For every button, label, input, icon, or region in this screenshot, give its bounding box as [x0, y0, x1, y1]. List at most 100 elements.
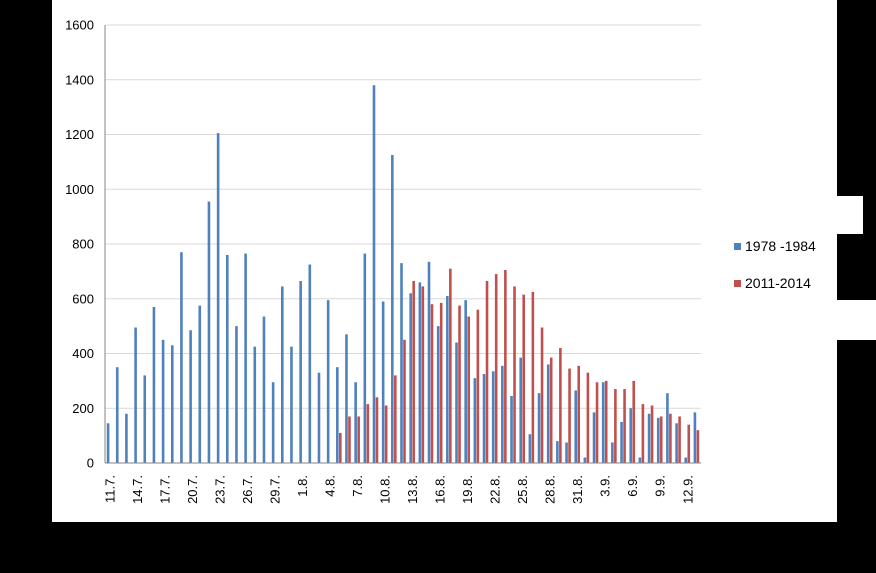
bar-series1 — [546, 364, 550, 463]
bar-series1 — [235, 326, 238, 464]
y-tick-label: 0 — [87, 456, 94, 471]
bar-series1 — [464, 300, 467, 463]
bar-series1 — [317, 372, 321, 463]
bar-series1 — [308, 264, 312, 463]
x-tick-label: 9.9. — [653, 475, 668, 497]
bar-series1 — [620, 421, 623, 463]
x-tick-label: 14.7. — [130, 475, 145, 504]
bar-series1 — [363, 253, 367, 463]
bar-series2 — [586, 372, 590, 463]
bar-series1 — [336, 367, 339, 463]
bar-series1 — [299, 280, 302, 463]
bar-series2 — [439, 302, 443, 463]
bar-series2 — [577, 365, 581, 463]
bar-series1 — [565, 442, 568, 463]
y-tick-label: 1400 — [65, 72, 94, 87]
x-tick-label: 22.8. — [488, 475, 503, 504]
y-tick-label: 400 — [72, 346, 94, 361]
bar-series2 — [687, 424, 691, 463]
x-tick-label: 3.9. — [598, 475, 613, 497]
x-tick-label: 6.9. — [625, 475, 640, 497]
bar-series1 — [290, 346, 293, 463]
bar-series1 — [693, 412, 697, 463]
x-tick-label: 4.8. — [323, 475, 338, 497]
bar-series1 — [647, 413, 651, 463]
bar-series2 — [430, 304, 434, 463]
x-tick-label: 29.7. — [268, 475, 283, 504]
bar-series1 — [244, 253, 247, 463]
bar-series2 — [458, 305, 461, 463]
bar-series1 — [354, 382, 357, 463]
bar-series2 — [513, 286, 516, 463]
bar-series2 — [403, 339, 406, 463]
bar-series1 — [170, 345, 174, 463]
y-tick-label: 1000 — [65, 182, 94, 197]
bar-series2 — [559, 348, 562, 463]
bar-series1 — [345, 334, 348, 463]
bar-series1 — [501, 365, 504, 463]
bar-series1 — [152, 306, 156, 463]
x-tick-label: 7.8. — [350, 475, 365, 497]
bar-series1 — [281, 286, 284, 463]
bar-series1 — [482, 374, 486, 463]
bar-series1 — [418, 282, 422, 463]
x-tick-label: 13.8. — [405, 475, 420, 504]
bar-series1 — [381, 301, 385, 463]
x-tick-label: 19.8. — [460, 475, 475, 504]
bar-series2 — [366, 404, 370, 463]
bar-series2 — [357, 416, 360, 463]
bar-series1 — [446, 296, 449, 463]
y-tick-label: 800 — [72, 237, 94, 252]
y-tick-label: 1200 — [65, 127, 94, 142]
bar-series1 — [326, 300, 330, 463]
legend-label: 1978 -1984 — [745, 238, 816, 254]
x-tick-label: 16.8. — [433, 475, 448, 504]
x-tick-label: 17.7. — [158, 475, 173, 504]
bar-series1 — [400, 263, 403, 463]
bar-series2 — [568, 368, 571, 463]
bar-series1 — [125, 413, 128, 463]
bar-series2 — [549, 357, 553, 463]
bar-series1 — [253, 346, 257, 463]
bar-series2 — [669, 413, 672, 463]
bar-series2 — [604, 380, 608, 464]
bar-series1 — [574, 390, 578, 463]
bar-series2 — [412, 280, 415, 463]
x-axis: 11.7. 14.7. 17.7. 20.7. 23.7. 26.7. 29.7. 1.8. 4… — [103, 475, 696, 504]
bar-series1 — [510, 395, 513, 463]
bar-series1 — [436, 326, 440, 464]
bar-series1 — [225, 254, 229, 463]
bar-series1 — [207, 201, 211, 463]
bar-series2 — [641, 404, 645, 463]
x-tick-label: 26.7. — [240, 475, 255, 504]
bar-series2 — [375, 397, 379, 463]
bar-series1 — [134, 327, 137, 463]
bar-series1 — [528, 434, 532, 463]
bar-series2 — [449, 268, 452, 463]
bar-series1 — [473, 378, 477, 463]
bar-series2 — [650, 405, 654, 463]
bar-series2 — [696, 430, 700, 463]
x-tick-label: 1.8. — [295, 475, 310, 497]
bar-series2 — [632, 380, 636, 464]
bar-series1 — [491, 371, 495, 463]
bar-series1 — [638, 457, 642, 463]
bar-series1 — [601, 382, 605, 463]
bar-series2 — [614, 389, 617, 463]
bar-series1 — [684, 457, 688, 463]
bar-series2 — [348, 416, 351, 463]
bar-series2 — [394, 375, 397, 463]
bars — [106, 85, 700, 464]
bar-series1 — [519, 357, 522, 463]
bar-series1 — [675, 423, 678, 463]
y-tick-label: 600 — [72, 291, 94, 306]
bar-series2 — [476, 309, 480, 463]
y-tick-label: 1600 — [65, 18, 94, 33]
bar-series1 — [611, 442, 614, 463]
legend-swatch — [734, 243, 741, 250]
bar-series1 — [161, 339, 165, 463]
chart-area-background — [52, 0, 837, 522]
legend-label: 2011-2014 — [745, 275, 811, 291]
bar-series1 — [556, 441, 559, 463]
bar-series1 — [409, 293, 412, 463]
